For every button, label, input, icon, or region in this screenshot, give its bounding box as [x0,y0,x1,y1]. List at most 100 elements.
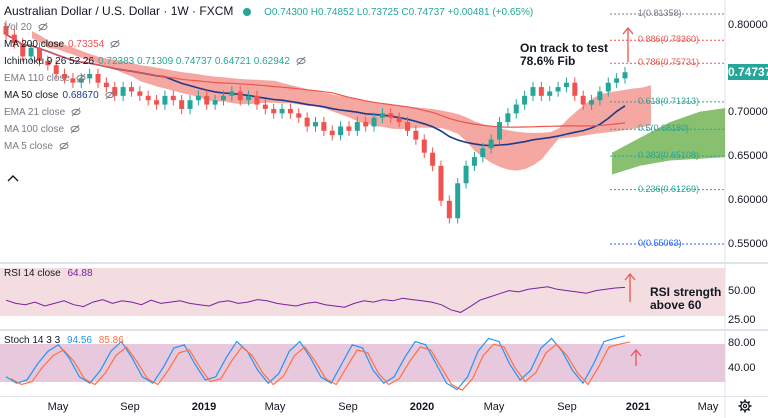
indicator-row[interactable]: EMA 21 close [4,107,81,118]
indicator-row[interactable]: Vol 20 [4,22,48,33]
candle [371,117,377,127]
rsi-band [0,268,725,316]
rsi-up-arrow-head [624,272,636,281]
candle [413,130,419,140]
candle [229,91,235,96]
indicator-label: Vol 20 [4,22,32,33]
fib-label: 0.5(0.68180) [638,123,690,134]
time-axis-label: Sep [338,401,358,413]
price-axis-label: 0.80000 [728,18,768,31]
stoch-d-line [10,341,631,391]
eye-off-icon[interactable] [76,73,86,83]
stoch-axis-40: 40.00 [728,362,756,374]
candle [87,73,93,79]
eye-off-icon[interactable] [296,56,306,66]
rsi-axis-50: 50.00 [728,285,756,297]
indicator-value: 0.68670 [62,90,99,101]
indicator-value: 0.72383 0.71309 0.74737 0.64721 0.62942 [98,56,290,67]
candle [379,113,385,118]
eye-off-icon[interactable] [105,90,115,100]
rsi-line [5,286,626,313]
pane-separator [0,396,768,397]
candle [471,157,477,166]
eye-off-icon[interactable] [59,141,69,151]
fib-label: 0.886(0.78360) [638,34,700,45]
indicator-row[interactable]: MA 100 close [4,124,80,135]
candle [505,113,511,123]
candle [128,87,134,92]
indicator-label: EMA 21 close [4,107,66,118]
candle [354,122,360,131]
indicator-label: Ichimoku 9 26 52 26 [4,56,95,67]
stoch-k-line [5,335,626,391]
indicator-row[interactable]: Ichimoku 9 26 52 26 0.72383 0.71309 0.747… [4,56,306,67]
indicator-label: MA 200 close [4,39,65,50]
candle [329,130,335,136]
candle [455,183,461,219]
candle [28,47,34,57]
candle [112,87,118,96]
chart-header: Australian Dollar / U.S. Dollar · 1W · F… [4,4,533,18]
rsi-label: RSI 14 close [4,268,61,279]
fib-label: 1(0.81358) [638,7,682,18]
indicator-value: 0.73354 [68,39,105,50]
candle [170,95,176,101]
candle [430,152,436,166]
eye-off-icon[interactable] [38,22,48,32]
indicator-label: MA 50 close [4,90,59,101]
ma200-line [5,34,626,128]
candle [580,95,586,105]
gear-icon[interactable] [738,399,752,413]
indicator-label: MA 100 close [4,124,65,135]
eye-off-icon[interactable] [110,39,120,49]
indicator-row[interactable]: EMA 110 close [4,73,86,84]
indicator-row[interactable]: MA 5 close [4,141,69,152]
candle [287,108,293,114]
time-axis-label: Sep [557,401,577,413]
eye-off-icon[interactable] [71,107,81,117]
pane-separator [0,329,768,331]
candle [62,73,68,79]
fib-label: 0.236(0.61269) [638,183,700,194]
rsi-value: 64.88 [67,268,93,279]
candle [572,82,578,96]
time-axis-label: 2019 [191,401,217,413]
stoch-band [0,344,725,382]
candle [212,100,218,105]
candle [563,82,569,88]
rsi-axis-25: 25.00 [728,314,756,326]
indicator-row[interactable]: MA 200 close 0.73354 [4,39,120,50]
collapse-legend-icon[interactable] [6,172,20,184]
fib-label: 0.618(0.71313) [638,95,700,106]
market-status-icon [242,7,251,16]
ohlc-values: O0.74300 H0.74852 L0.73725 C0.74737 +0.0… [264,7,534,18]
fib-label: 0.786(0.75731) [638,57,700,68]
candle [11,34,17,44]
candle [622,72,628,79]
candle [555,87,561,92]
symbol-title[interactable]: Australian Dollar / U.S. Dollar · 1W · F… [4,4,234,18]
rsi-legend[interactable]: RSI 14 close 64.88 [4,268,93,279]
candle [95,73,101,83]
price-axis-label: 0.60000 [728,193,768,206]
candle [313,122,318,127]
candle [605,82,611,92]
stoch-legend[interactable]: Stoch 14 3 3 94.56 85.86 [4,335,124,346]
stoch-up-arrow-head [630,348,642,357]
price-axis-label: 0.55000 [728,237,768,250]
candle [530,87,536,96]
last-price-tag: 0.74737 [728,63,768,80]
candle [53,65,59,74]
eye-off-icon[interactable] [70,124,80,134]
indicator-row[interactable]: MA 50 close 0.68670 [4,90,115,101]
cloud-area-bullish [612,108,725,175]
candle [346,126,352,131]
candle [421,139,427,153]
stoch-label: Stoch 14 3 3 [4,335,61,346]
candle [488,139,494,149]
time-axis-label: May [697,401,719,413]
candle [145,95,151,101]
cloud-area [32,31,651,171]
